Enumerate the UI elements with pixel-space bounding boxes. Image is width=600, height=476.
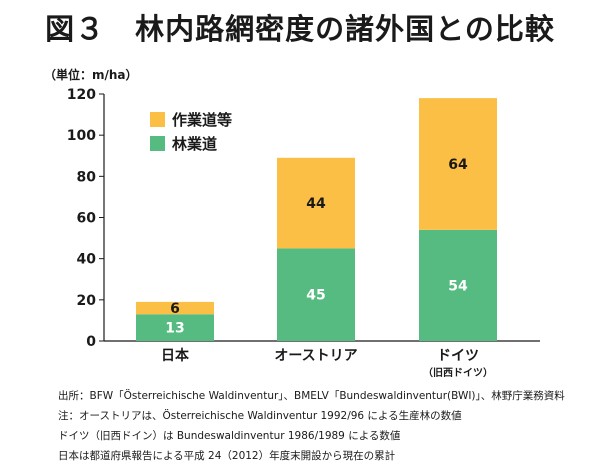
y-tick-label: 40 — [77, 252, 97, 268]
data-label: 44 — [306, 196, 326, 212]
x-category-label: オーストリア — [274, 348, 357, 364]
y-tick-label: 80 — [77, 169, 97, 185]
y-tick-label: 0 — [86, 334, 96, 350]
bar-segment — [419, 98, 497, 230]
data-label: 13 — [165, 321, 184, 337]
y-tick-label: 60 — [77, 211, 97, 227]
legend-label: 林業道 — [172, 135, 217, 153]
y-tick-label: 20 — [77, 293, 97, 309]
note-japan: 日本は都道府県報告による平成 24（2012）年度末開設から現在の累計 — [58, 450, 396, 462]
data-label: 54 — [448, 278, 468, 294]
axes: 0 20 40 60 80 100 120 日本 オーストリア ドイツ （旧西ドイツ） — [67, 87, 540, 379]
legend-swatch — [150, 136, 165, 151]
chart-title: 図３ 林内路網密度の諸外国との比較 — [45, 12, 555, 46]
y-tick-label: 120 — [67, 87, 96, 103]
x-category-label: ドイツ — [437, 348, 479, 364]
legend-swatch — [150, 112, 165, 127]
bar-segment — [277, 248, 355, 341]
notes: 出所：BFW「Österreichische Waldinventur」、BME… — [58, 386, 565, 466]
bars: 13 6 45 44 54 64 — [136, 98, 497, 341]
unit-label: （単位：m/ha） — [44, 68, 138, 82]
data-label: 45 — [306, 288, 325, 304]
bar-segment — [136, 314, 214, 341]
data-label: 6 — [170, 301, 180, 317]
note-austria: 注：オーストリアは、Österreichische Waldinventur 1… — [58, 410, 462, 422]
bar-segment — [277, 157, 355, 249]
note-germany: ドイツ（旧西ドイン）は Bundeswaldinventur 1986/1989… — [58, 430, 401, 442]
x-category-sublabel: （旧西ドイツ） — [423, 366, 493, 379]
bar-segment — [136, 301, 214, 315]
y-tick-label: 100 — [67, 128, 96, 144]
source-note: 出所：BFW「Österreichische Waldinventur」、BME… — [58, 390, 565, 402]
x-category-label: 日本 — [161, 347, 190, 364]
legend-label: 作業道等 — [172, 111, 232, 129]
bar-segment — [419, 229, 497, 341]
data-label: 64 — [448, 157, 468, 173]
